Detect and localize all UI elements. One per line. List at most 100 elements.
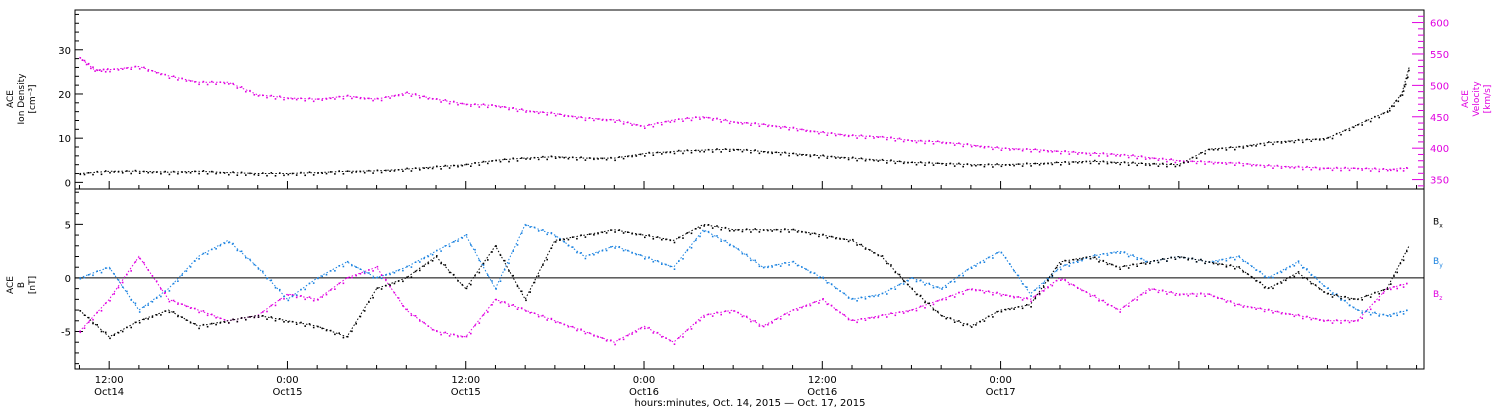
density-point [219,172,222,174]
density-point [499,160,502,163]
bz-point [1323,320,1325,322]
velocity-point [304,99,306,102]
velocity-point [1174,161,1177,164]
bx-point [1034,297,1037,300]
by-point [1119,252,1121,254]
bx-point [576,237,578,240]
bx-point [1051,274,1054,277]
by-point [1238,255,1240,257]
density-point [419,169,421,171]
bx-point [580,234,582,236]
velocity-point [601,119,604,121]
velocity-point [410,95,413,97]
density-point [249,172,251,175]
velocity-point [818,132,820,135]
bz-point [571,325,574,328]
bx-point [410,276,413,278]
bx-point [703,225,705,227]
bx-point [431,260,434,262]
density-point [962,165,964,168]
density-point [1280,142,1283,144]
bx-point [1289,276,1291,279]
velocity-point [312,100,315,103]
by-point [1106,254,1109,256]
velocity-point [915,141,918,144]
bz-point [644,327,646,330]
velocity-point [542,111,544,113]
left-tick-label: 10 [58,134,71,145]
by-point [1064,264,1066,266]
by-point [232,242,234,245]
by-series [79,223,1410,317]
bx-point [436,255,438,257]
density-point [444,164,447,167]
bx-point [491,251,493,253]
density-point [809,155,812,158]
by-point [737,248,739,250]
velocity-point [1302,168,1304,171]
bx-point [172,311,175,313]
left-y-axis-label-line: ACE [6,90,16,108]
bz-point [1077,287,1079,289]
density-point [185,171,188,174]
density-point [487,162,489,165]
by-point [1068,265,1071,267]
bz-point [711,315,714,317]
by-point [716,235,718,237]
density-point [448,167,451,169]
bx-point [656,236,659,238]
velocity-point [121,68,124,70]
density-point [1208,148,1211,151]
x-tick-date: Oct15 [272,387,302,398]
velocity-point [699,118,701,120]
density-point [138,172,141,174]
by-point [958,274,960,277]
velocity-point [673,120,676,123]
bx-point [1238,266,1240,268]
bz-point [576,329,578,332]
bz-point [508,305,510,307]
density-point [308,171,311,173]
bz-point [312,299,315,302]
by-point [520,232,523,234]
by-point [822,276,824,279]
velocity-point [1102,152,1105,154]
bz-point [516,308,519,310]
velocity-point [1406,167,1408,169]
by-point [257,268,260,270]
density-point [822,154,824,157]
bx-point [779,230,782,233]
bx-series [79,223,1410,340]
density-point [406,167,408,170]
velocity-point [470,105,472,107]
velocity-point [1064,150,1066,152]
density-point [1399,95,1402,97]
bx-point [419,269,421,272]
density-point [966,163,969,165]
bz-point [639,327,642,330]
density-point [1127,164,1130,166]
velocity-point [308,97,311,99]
density-point [1272,143,1274,146]
bx-point [1369,296,1372,298]
density-point [1225,149,1228,151]
bx-point [189,321,192,324]
density-point [818,156,820,159]
bx-point [750,231,752,233]
by-point [487,274,489,276]
bz-point [1191,292,1194,295]
bz-point [856,321,858,324]
bz-point [962,293,964,295]
density-point [342,173,345,175]
density-point [87,172,90,174]
bx-point [1119,268,1121,270]
bx-point [924,301,926,304]
density-point [1123,161,1126,163]
by-point [652,260,655,263]
by-point [915,280,918,283]
by-point [665,263,667,266]
bx-point [919,294,922,297]
bz-series-line [79,255,1410,343]
by-point [550,232,553,234]
bx-point [869,249,871,251]
